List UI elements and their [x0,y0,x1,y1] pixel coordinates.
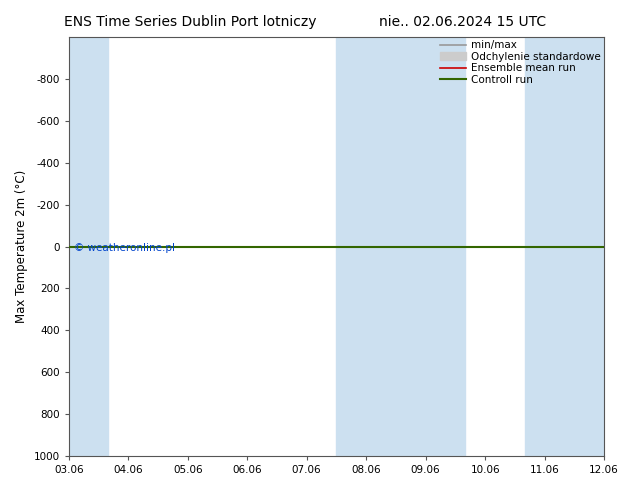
Y-axis label: Max Temperature 2m (°C): Max Temperature 2m (°C) [15,170,28,323]
Bar [337,37,416,456]
Text: © weatheronline.pl: © weatheronline.pl [74,243,175,253]
Bar [525,37,604,456]
Text: ENS Time Series Dublin Port lotniczy: ENS Time Series Dublin Port lotniczy [64,15,316,29]
Bar [416,37,465,456]
Legend: min/max, Odchylenie standardowe, Ensemble mean run, Controll run: min/max, Odchylenie standardowe, Ensembl… [440,40,601,85]
Bar [68,37,108,456]
Text: nie.. 02.06.2024 15 UTC: nie.. 02.06.2024 15 UTC [379,15,547,29]
